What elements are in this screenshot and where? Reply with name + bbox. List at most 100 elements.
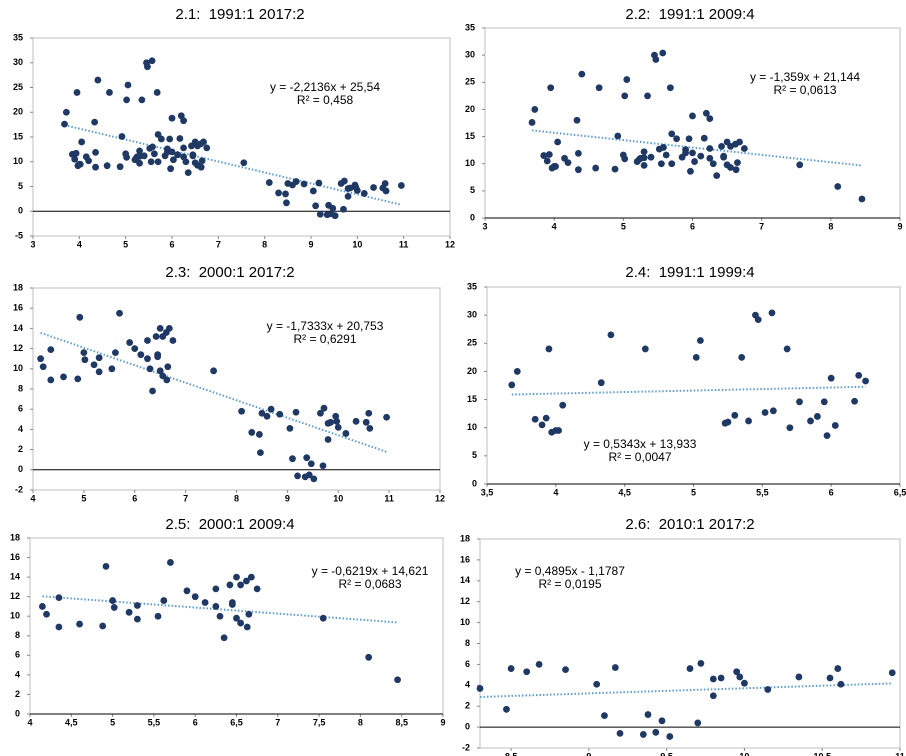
point <box>768 309 776 317</box>
point <box>837 680 845 688</box>
y-tick-label: 30 <box>13 57 23 67</box>
y-tick-label: 14 <box>10 571 20 581</box>
point <box>595 84 603 92</box>
point <box>92 163 99 171</box>
point <box>597 379 605 387</box>
chart-title: 2.1: 1991:1 2017:2 <box>175 6 304 23</box>
x-tick-label: 3 <box>482 221 487 231</box>
point <box>382 187 390 195</box>
x-tick-label: 8 <box>358 717 363 727</box>
point <box>76 313 84 321</box>
point <box>732 166 740 174</box>
point <box>691 158 698 165</box>
plot-area <box>32 37 451 237</box>
point <box>168 148 176 156</box>
y-tick-label: 15 <box>465 131 475 141</box>
point <box>182 158 190 166</box>
point <box>123 153 130 161</box>
point <box>165 325 173 332</box>
point <box>709 692 717 700</box>
point <box>168 114 176 122</box>
point <box>47 376 55 384</box>
point <box>658 717 666 725</box>
point <box>578 70 586 78</box>
point <box>814 413 821 420</box>
point <box>125 608 133 616</box>
point <box>601 712 608 720</box>
point <box>303 454 311 462</box>
point <box>310 475 318 483</box>
y-tick-label: 0 <box>18 206 23 216</box>
point <box>38 603 46 610</box>
point <box>198 157 206 165</box>
point <box>156 325 164 332</box>
point <box>154 612 162 620</box>
point <box>316 210 324 218</box>
point <box>283 199 290 207</box>
point <box>319 614 327 622</box>
point <box>149 387 156 395</box>
y-tick-label: 16 <box>460 554 470 564</box>
point <box>136 147 143 155</box>
point <box>62 108 70 116</box>
point <box>305 471 313 479</box>
x-tick-label: 12 <box>435 493 445 503</box>
point <box>154 158 162 166</box>
point <box>734 159 741 167</box>
x-tick-label: 9 <box>897 221 902 231</box>
point <box>745 417 752 425</box>
point <box>689 149 696 157</box>
x-tick-label: 4,5 <box>65 717 78 727</box>
point <box>540 152 548 159</box>
point <box>796 398 803 406</box>
point <box>552 163 559 170</box>
point <box>78 138 86 146</box>
point <box>327 418 335 426</box>
x-tick-label: 7 <box>183 493 188 503</box>
point <box>820 398 828 406</box>
point <box>333 417 341 425</box>
point <box>717 674 725 682</box>
x-tick-label: 9 <box>586 751 591 756</box>
point <box>562 666 569 674</box>
point <box>834 183 842 190</box>
x-tick-label: 7,5 <box>313 717 326 727</box>
r-squared: R² = 0,0613 <box>773 83 836 97</box>
point <box>724 418 732 426</box>
y-tick-label: 14 <box>13 323 23 333</box>
y-tick-label: 12 <box>13 343 23 353</box>
point <box>633 158 641 165</box>
point <box>146 365 154 373</box>
point <box>317 409 324 417</box>
x-tick-label: 5 <box>81 493 86 503</box>
point <box>329 204 337 212</box>
panel: 2.5: 2000:1 2009:4 0 2 4 6 8 10 12 14 16 18 4 4,5 5 5,… <box>10 516 446 727</box>
point <box>189 152 197 160</box>
point <box>95 368 103 376</box>
point <box>623 76 631 83</box>
point <box>616 729 624 737</box>
trend-equation: y = -1,359x + 21,144 <box>750 70 860 84</box>
point <box>233 573 240 581</box>
point <box>397 182 405 189</box>
point <box>640 161 648 169</box>
point <box>545 151 553 158</box>
point <box>149 143 156 151</box>
y-tick-label: 5 <box>470 185 475 195</box>
x-tick-label: 7 <box>759 221 764 231</box>
point <box>641 345 649 353</box>
point <box>153 89 161 96</box>
point <box>660 144 667 151</box>
point <box>370 184 377 191</box>
point <box>687 167 694 175</box>
y-tick-label: 15 <box>467 394 477 404</box>
trend-line <box>531 129 863 167</box>
point <box>138 96 146 104</box>
point <box>116 163 124 171</box>
point <box>657 160 665 168</box>
point <box>180 144 187 152</box>
y-tick-label: 0 <box>470 212 475 222</box>
y-tick-label: 5 <box>18 181 23 191</box>
point <box>164 363 172 371</box>
